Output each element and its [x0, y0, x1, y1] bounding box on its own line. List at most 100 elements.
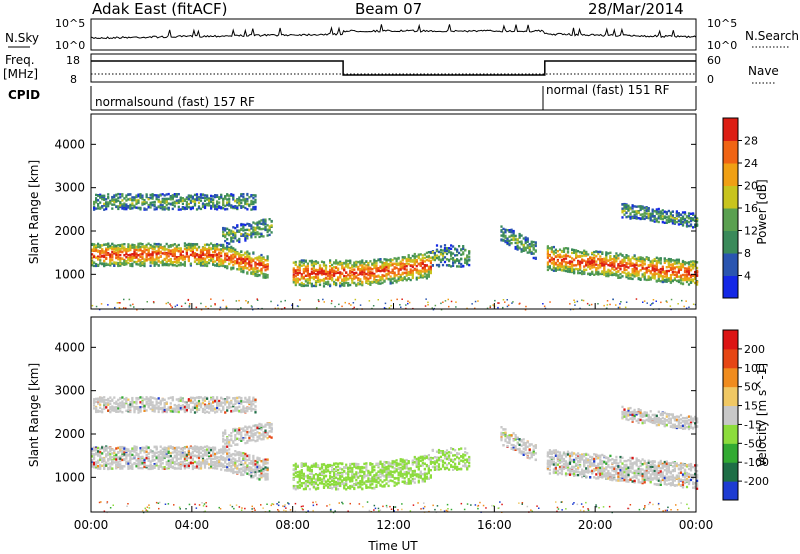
echo-cell — [591, 264, 594, 267]
echo-cell — [109, 264, 112, 267]
echo-cell — [651, 273, 654, 276]
echo-cell — [637, 271, 640, 275]
echo-cell — [641, 260, 644, 263]
echo-cell — [155, 252, 158, 256]
freq-trace — [91, 60, 696, 76]
echo-cell — [95, 256, 98, 259]
echo-cell — [381, 267, 384, 271]
echo-cell — [127, 462, 130, 465]
echo-cell — [411, 276, 414, 280]
echo-cell — [411, 254, 414, 258]
echo-cell — [635, 210, 638, 213]
echo-cell — [571, 262, 574, 266]
echo-cell — [240, 193, 243, 196]
echo-cell — [252, 269, 255, 272]
echo-cell — [657, 261, 660, 264]
echo-cell — [633, 268, 636, 271]
echo-cell — [153, 397, 156, 400]
noise-cell — [123, 298, 125, 301]
echo-cell — [329, 271, 332, 274]
echo-cell — [266, 234, 269, 237]
echo-cell — [157, 247, 160, 251]
echo-cell — [183, 198, 186, 201]
echo-cell — [254, 232, 257, 235]
echo-cell — [254, 235, 257, 239]
echo-cell — [308, 272, 311, 276]
echo-cell — [546, 261, 549, 264]
echo-cell — [663, 221, 666, 224]
echo-cell — [308, 259, 311, 263]
echo-cell — [631, 274, 634, 277]
echo-cell — [357, 273, 360, 276]
echo-cell — [613, 272, 616, 276]
echo-cell — [256, 256, 259, 259]
echo-cell — [314, 260, 318, 263]
noise-cell — [317, 299, 320, 301]
echo-cell — [113, 250, 116, 253]
echo-cell — [183, 244, 186, 248]
echo-cell — [423, 253, 426, 256]
echo-cell — [212, 202, 215, 205]
echo-cell — [647, 269, 650, 272]
echo-cell — [599, 259, 602, 262]
echo-cell — [347, 273, 350, 277]
echo-cell — [228, 231, 231, 234]
echo-cell — [564, 269, 568, 273]
echo-cell — [617, 276, 620, 279]
echo-cell — [689, 212, 693, 215]
echo-cell — [228, 228, 231, 232]
echo-cell — [240, 261, 243, 264]
echo-cell — [93, 208, 96, 211]
echo-cell — [238, 196, 241, 199]
echo-cell — [508, 229, 511, 232]
echo-cell — [685, 222, 689, 225]
echo-cell — [226, 227, 229, 230]
echo-cell — [639, 217, 642, 220]
echo-cell — [117, 446, 120, 450]
echo-cell — [617, 263, 620, 266]
echo-cell — [191, 197, 194, 200]
echo-cell — [322, 272, 326, 276]
echo-cell — [91, 461, 94, 464]
echo-cell — [105, 461, 108, 464]
echo-cell — [363, 275, 366, 279]
echo-cell — [149, 203, 152, 206]
echo-cell — [665, 278, 668, 281]
echo-cell — [673, 270, 676, 274]
echo-cell — [619, 276, 622, 279]
echo-cell — [347, 259, 350, 263]
echo-cell — [252, 229, 255, 232]
echo-cell — [516, 244, 519, 247]
echo-cell — [385, 261, 388, 264]
echo-cell — [310, 282, 313, 286]
echo-cell — [679, 221, 683, 224]
echo-cell — [103, 447, 106, 450]
echo-cell — [316, 268, 320, 272]
echo-cell — [637, 217, 640, 220]
echo-cell — [609, 269, 612, 272]
echo-cell — [179, 196, 182, 199]
echo-cell — [159, 251, 162, 254]
nave-label: Nave — [748, 64, 779, 78]
echo-cell — [661, 280, 664, 284]
echo-cell — [585, 262, 588, 265]
echo-cell — [407, 255, 410, 258]
echo-cell — [121, 445, 124, 449]
echo-cell — [512, 235, 515, 238]
echo-cell — [117, 244, 120, 247]
echo-cell — [294, 279, 297, 282]
echo-cell — [625, 265, 628, 268]
echo-cell — [119, 253, 122, 257]
echo-cell — [375, 270, 378, 273]
echo-cell — [462, 245, 465, 248]
echo-cell — [216, 253, 219, 256]
echo-cell — [165, 260, 168, 264]
echo-cell — [437, 258, 441, 261]
echo-cell — [197, 255, 201, 259]
echo-cell — [133, 196, 136, 199]
echo-cell — [181, 263, 184, 266]
echo-cell — [268, 233, 271, 237]
echo-cell — [232, 240, 235, 243]
echo-cell — [423, 267, 426, 271]
echo-cell — [218, 251, 221, 254]
